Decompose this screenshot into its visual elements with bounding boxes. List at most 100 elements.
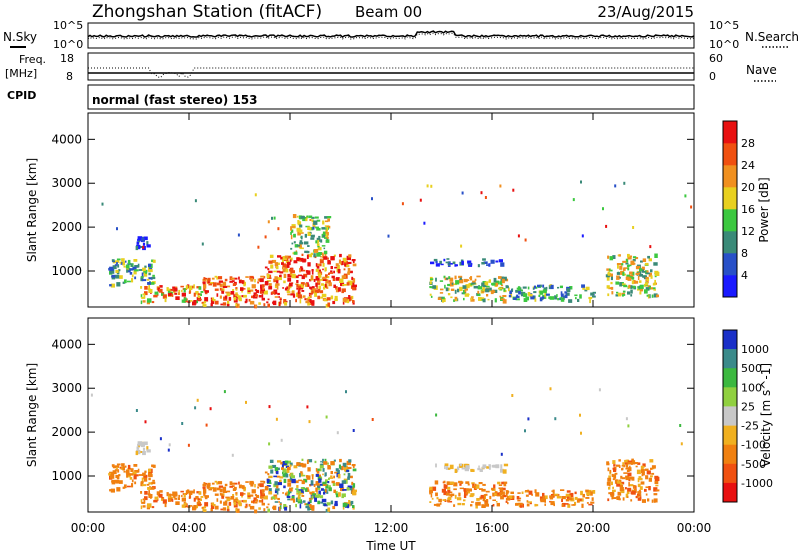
nsky-tick-top: 10^5: [53, 19, 83, 32]
echo-cell: [524, 429, 526, 433]
echo-cell: [314, 497, 317, 502]
echo-cell: [522, 286, 527, 289]
echo-cell: [258, 500, 262, 503]
echo-cell: [645, 475, 649, 480]
echo-cell: [231, 280, 235, 283]
echo-cell: [317, 288, 320, 293]
echo-cell: [296, 227, 301, 232]
echo-cell: [444, 463, 449, 467]
echo-cell: [212, 299, 216, 302]
echo-cell: [314, 292, 317, 297]
echo-cell: [520, 289, 523, 292]
echo-cell: [341, 260, 344, 266]
echo-cell: [342, 284, 347, 286]
echo-cell: [498, 259, 503, 263]
echo-cell: [286, 264, 290, 268]
echo-cell: [457, 288, 460, 293]
echo-cell: [476, 501, 481, 506]
echo-cell: [483, 261, 488, 264]
echo-cell: [463, 499, 466, 502]
echo-cell: [502, 299, 507, 304]
echo-cell: [328, 485, 331, 489]
echo-cell: [289, 462, 293, 466]
echo-cell: [271, 496, 276, 499]
echo-cell: [293, 260, 298, 264]
echo-cell: [290, 229, 294, 233]
echo-cell: [222, 281, 227, 287]
echo-cell: [310, 275, 314, 280]
echo-cell: [607, 255, 610, 259]
echo-cell: [285, 505, 288, 508]
nsearch-line: [87, 32, 695, 40]
echo-cell: [637, 483, 641, 488]
echo-cell: [443, 491, 447, 496]
echo-cell: [203, 489, 207, 494]
echo-cell: [426, 184, 429, 188]
echo-cell: [509, 290, 512, 294]
echo-cell: [267, 473, 270, 476]
echo-cell: [690, 205, 693, 209]
echo-cell: [229, 485, 233, 488]
echo-cell: [341, 275, 346, 279]
echo-cell: [146, 278, 150, 281]
echo-cell: [616, 272, 621, 275]
echo-cell: [320, 460, 322, 463]
echo-cell: [264, 486, 269, 491]
colorbar-segment: [723, 231, 737, 254]
echo-cell: [505, 498, 511, 501]
echo-cell: [545, 286, 548, 290]
echo-cell: [440, 288, 444, 291]
echo-cell: [462, 503, 465, 506]
colorbar-segment: [723, 143, 737, 166]
echo-cell: [269, 482, 272, 484]
colorbar-tick-label: 28: [741, 137, 755, 150]
echo-cell: [309, 299, 312, 304]
echo-cell: [233, 501, 237, 506]
echo-cell: [333, 459, 336, 462]
echo-cell: [287, 466, 291, 471]
echo-cell: [260, 287, 264, 292]
echo-cell: [268, 260, 273, 264]
colorbar-segment: [723, 253, 737, 276]
echo-cell: [579, 498, 582, 502]
echo-cell: [264, 266, 268, 269]
echo-cell: [433, 258, 438, 262]
echo-cell: [653, 498, 658, 503]
echo-cell: [232, 283, 237, 286]
range-tick-label: 1000: [51, 469, 82, 483]
echo-cell: [212, 297, 215, 300]
echo-cell: [343, 260, 348, 265]
echo-cell: [159, 437, 162, 441]
echo-cell: [618, 254, 621, 257]
echo-cell: [232, 494, 235, 498]
echo-cell: [302, 258, 306, 263]
echo-cell: [433, 503, 439, 506]
echo-cell: [430, 295, 433, 298]
colorbar-tick-label: 500: [741, 362, 762, 375]
echo-cell: [461, 467, 466, 470]
echo-cell: [429, 293, 432, 296]
echo-cell: [261, 502, 265, 506]
echo-cell: [296, 284, 299, 288]
echo-cell: [109, 269, 115, 274]
echo-cell: [561, 496, 566, 500]
echo-cell: [137, 263, 140, 268]
echo-cell: [235, 303, 238, 307]
echo-cell: [464, 467, 469, 472]
echo-cell: [483, 494, 486, 497]
time-axis: 00:00 04:00 08:00 12:00 16:00 20:00 00:00: [71, 113, 711, 535]
echo-cell: [267, 268, 270, 271]
echo-cell: [647, 498, 650, 502]
echo-cell: [268, 488, 272, 492]
echo-cell: [344, 504, 350, 508]
echo-cell: [277, 277, 282, 281]
echo-cell: [200, 293, 202, 296]
echo-cell: [480, 191, 483, 195]
echo-cell: [164, 502, 167, 508]
echo-cell: [127, 259, 131, 265]
echo-cell: [637, 288, 641, 291]
range-tick-label: 3000: [51, 381, 82, 395]
echo-cell: [261, 489, 265, 493]
echo-cell: [477, 264, 480, 268]
echo-cell: [226, 508, 230, 512]
